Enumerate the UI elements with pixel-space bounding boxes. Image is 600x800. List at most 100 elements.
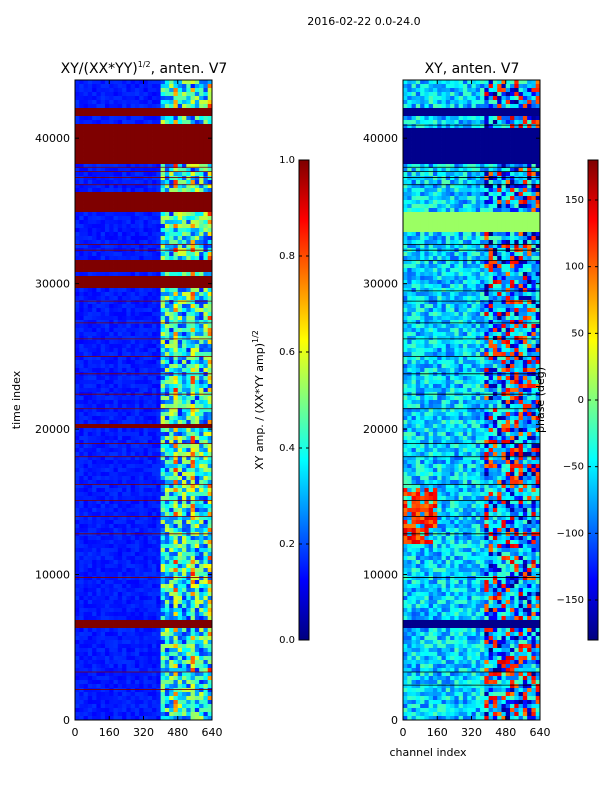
heatmap-cell xyxy=(134,672,140,677)
heatmap-cell xyxy=(186,324,191,329)
heatmap-cell xyxy=(177,260,183,265)
heatmap-cell xyxy=(156,496,162,501)
heatmap-cell xyxy=(126,576,132,581)
heatmap-cell xyxy=(100,524,106,529)
heatmap-cell xyxy=(177,444,183,449)
heatmap-cell xyxy=(190,472,196,477)
heatmap-cell xyxy=(203,404,209,409)
heatmap-cell xyxy=(113,480,119,485)
heatmap-cell xyxy=(79,156,84,161)
heatmap-cell xyxy=(130,512,136,517)
heatmap-cell xyxy=(104,164,110,169)
heatmap-cell xyxy=(164,460,170,465)
heatmap-cell xyxy=(92,268,97,273)
heatmap-cell xyxy=(79,292,84,297)
heatmap-cell xyxy=(109,672,114,677)
heatmap-cell xyxy=(75,168,80,173)
heatmap-cell xyxy=(96,276,102,281)
heatmap-cell xyxy=(87,224,93,229)
heatmap-cell xyxy=(79,652,84,657)
heatmap-cell xyxy=(152,324,157,329)
heatmap-cell xyxy=(147,336,153,341)
heatmap-cell xyxy=(160,176,166,181)
heatmap-cell xyxy=(109,304,114,309)
heatmap-cell xyxy=(134,548,140,553)
heatmap-cell xyxy=(117,592,123,597)
heatmap-cell xyxy=(75,200,80,205)
heatmap-cell xyxy=(164,612,170,617)
heatmap-cell xyxy=(79,628,84,633)
heatmap-cell xyxy=(100,676,106,681)
heatmap-cell xyxy=(160,592,166,597)
heatmap-cell xyxy=(92,144,97,149)
heatmap-cell xyxy=(109,564,114,569)
heatmap-cell xyxy=(164,644,170,649)
heatmap-cell xyxy=(160,560,166,565)
heatmap-cell xyxy=(173,316,179,321)
heatmap-cell xyxy=(186,436,191,441)
heatmap-cell xyxy=(194,528,200,533)
heatmap-cell xyxy=(122,112,127,117)
heatmap-cell xyxy=(160,556,166,561)
heatmap-cell xyxy=(156,388,162,393)
heatmap-cell xyxy=(164,300,170,305)
heatmap-cell xyxy=(104,684,110,689)
heatmap-cell xyxy=(173,580,179,585)
heatmap-cell xyxy=(104,196,110,201)
heatmap-cell xyxy=(143,552,149,557)
heatmap-cell xyxy=(139,444,144,449)
heatmap-cell xyxy=(100,436,106,441)
heatmap-cell xyxy=(177,688,183,693)
heatmap-cell xyxy=(122,420,127,425)
heatmap-cell xyxy=(79,656,84,661)
heatmap-cell xyxy=(156,556,162,561)
heatmap-cell xyxy=(173,256,179,261)
heatmap-cell xyxy=(104,84,110,89)
heatmap-cell xyxy=(199,92,204,97)
heatmap-cell xyxy=(207,676,213,681)
heatmap-cell xyxy=(194,364,200,369)
heatmap-cell xyxy=(169,568,174,573)
heatmap-cell xyxy=(190,304,196,309)
heatmap-cell xyxy=(194,336,200,341)
heatmap-cell xyxy=(100,420,106,425)
heatmap-cell xyxy=(87,516,93,521)
heatmap-cell xyxy=(92,508,97,513)
heatmap-cell xyxy=(117,296,123,301)
heatmap-cell xyxy=(104,140,110,145)
heatmap-cell xyxy=(173,668,179,673)
heatmap-cell xyxy=(130,284,136,289)
heatmap-cell xyxy=(156,564,162,569)
heatmap-cell xyxy=(186,560,191,565)
heatmap-cell xyxy=(126,608,132,613)
heatmap-cell xyxy=(96,496,102,501)
heatmap-cell xyxy=(194,476,200,481)
heatmap-cell xyxy=(100,564,106,569)
heatmap-cell xyxy=(182,588,187,593)
heatmap-cell xyxy=(87,240,93,245)
heatmap-cell xyxy=(156,220,162,225)
heatmap-cell xyxy=(194,140,200,145)
heatmap-cell xyxy=(100,648,106,653)
heatmap-cell xyxy=(87,164,93,169)
heatmap-cell xyxy=(152,588,157,593)
heatmap-cell xyxy=(117,508,123,513)
heatmap-cell xyxy=(160,420,166,425)
heatmap-cell xyxy=(169,400,174,405)
heatmap-cell xyxy=(139,508,144,513)
heatmap-cell xyxy=(92,588,97,593)
heatmap-cell xyxy=(139,480,144,485)
heatmap-cell xyxy=(79,320,84,325)
heatmap-cell xyxy=(169,500,174,505)
heatmap-cell xyxy=(156,560,162,565)
heatmap-cell xyxy=(104,608,110,613)
heatmap-cell xyxy=(113,208,119,213)
heatmap-cell xyxy=(130,128,136,133)
heatmap-cell xyxy=(92,304,97,309)
heatmap-cell xyxy=(199,188,204,193)
heatmap-cell xyxy=(122,348,127,353)
heatmap-cell xyxy=(130,668,136,673)
heatmap-cell xyxy=(113,580,119,585)
heatmap-cell xyxy=(104,648,110,653)
heatmap-cell xyxy=(152,540,157,545)
